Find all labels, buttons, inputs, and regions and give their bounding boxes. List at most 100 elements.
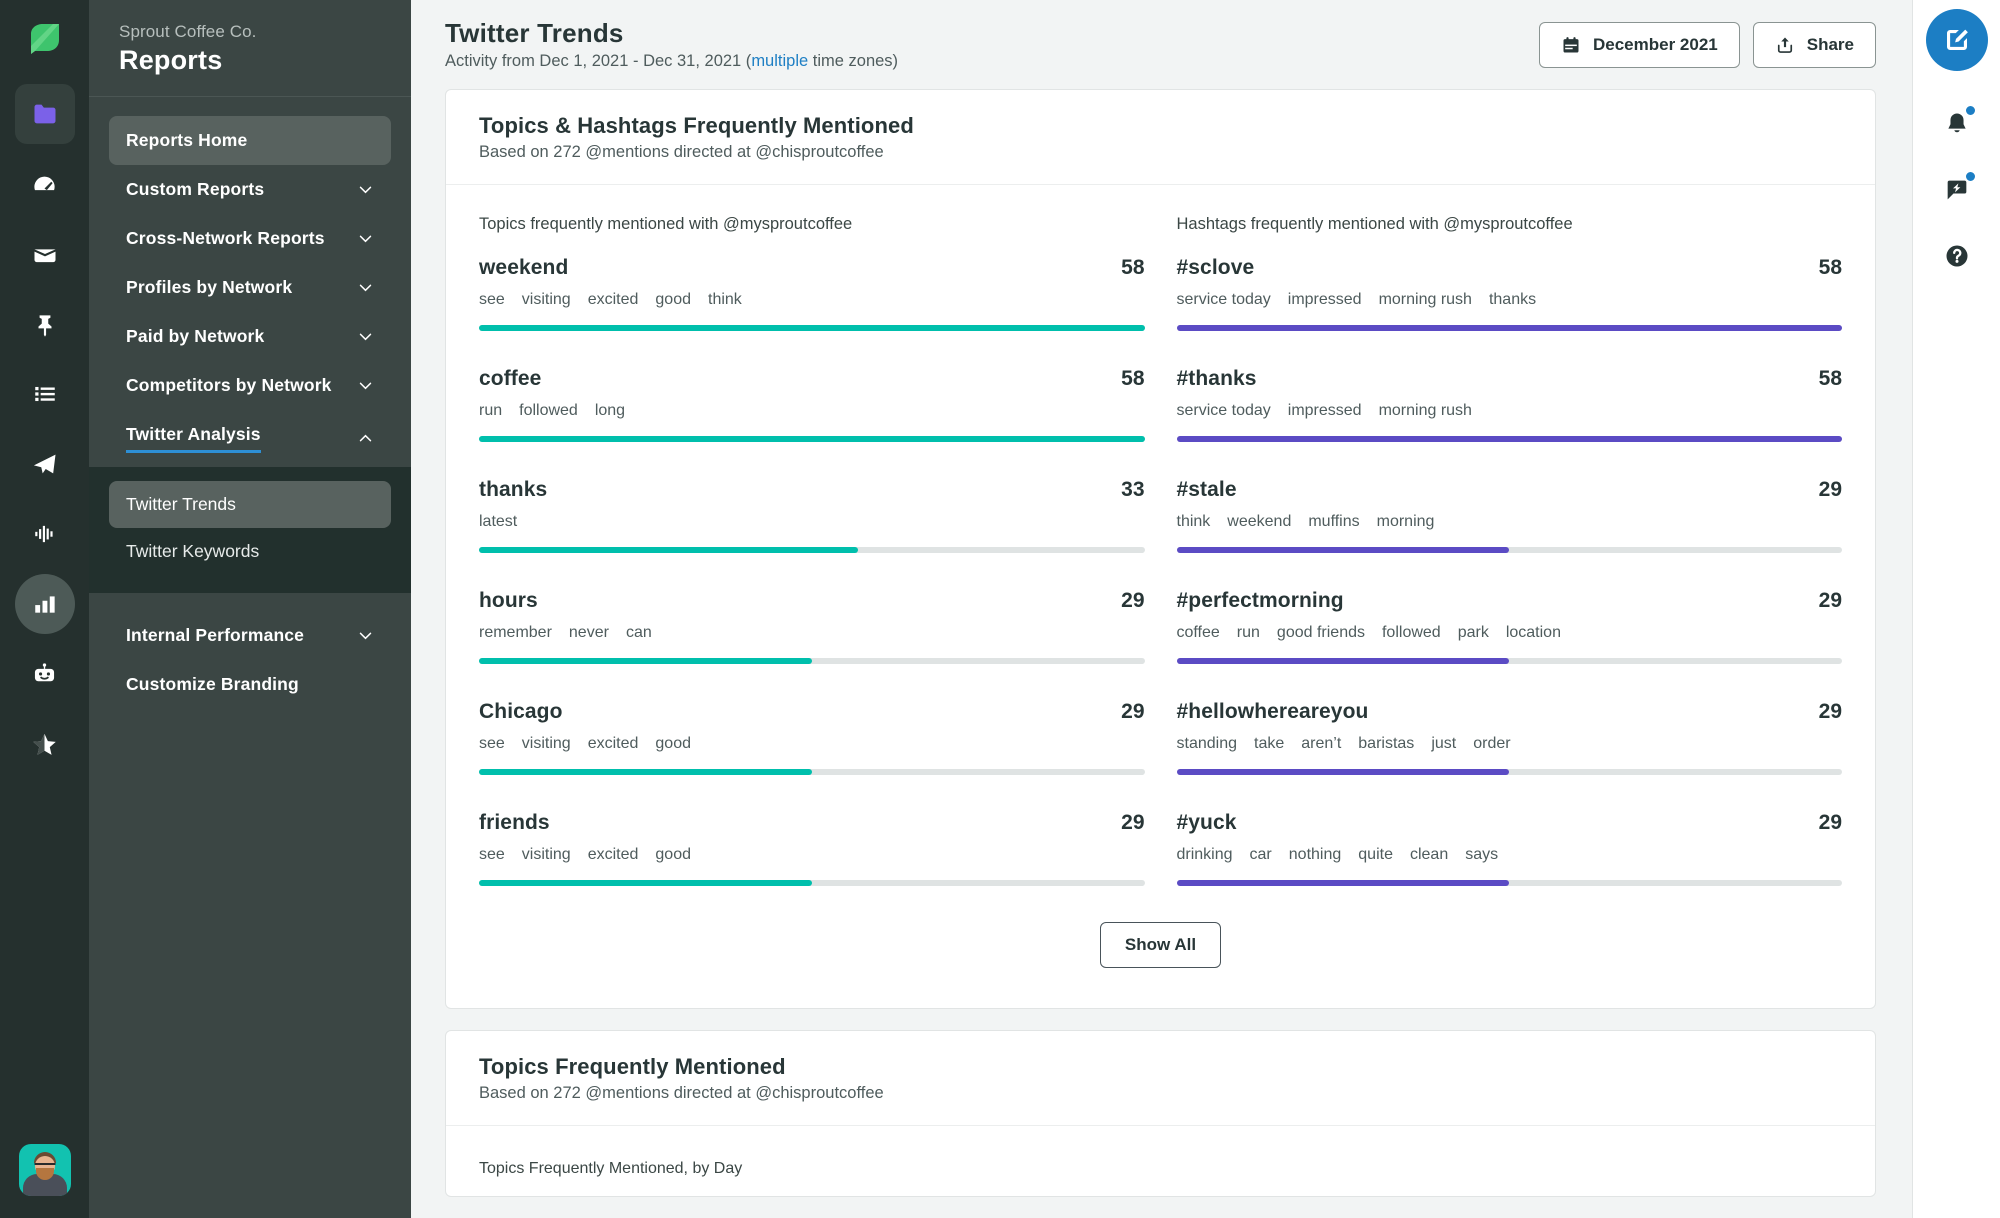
- feedback-button[interactable]: [1935, 168, 1979, 212]
- help-button[interactable]: [1935, 234, 1979, 278]
- trend-related-words: remember never can: [479, 624, 1145, 642]
- hashtag-row[interactable]: #yuck 29 drinking car nothing quite clean says: [1176, 811, 1843, 896]
- main-area: Twitter Trends Activity from Dec 1, 2021…: [411, 0, 1912, 1218]
- trend-count: 29: [1121, 811, 1145, 834]
- card-title: Topics Frequently Mentioned: [479, 1054, 786, 1079]
- send-paper-plane-icon: [33, 454, 55, 474]
- activity-range-pre: Activity from Dec 1, 2021 - Dec 31, 2021…: [445, 52, 752, 70]
- topic-row[interactable]: Chicago 29 see visiting excited good: [479, 700, 1145, 785]
- hashtag-row[interactable]: #hellowhereareyou 29 standing take aren’t bar…: [1176, 700, 1842, 785]
- trend-bar-fill: [1176, 325, 1842, 331]
- related-word: weekend: [1227, 513, 1292, 530]
- trend-bar-fill: [1176, 880, 1510, 886]
- sidebar-item-internal-performance[interactable]: Internal Performance: [109, 611, 391, 660]
- trend-related-words: coffee run good friends followed park locatio…: [1177, 624, 1843, 642]
- sidebar-item-custom-reports[interactable]: Custom Reports: [109, 165, 391, 214]
- topics-column-heading: Topics frequently mentioned with @myspro…: [479, 215, 853, 233]
- trend-bar-track: [479, 547, 1145, 553]
- trend-row-header: #yuck 29: [1177, 811, 1843, 835]
- sidebar-item-twitter-analysis[interactable]: Twitter Analysis: [109, 410, 391, 467]
- related-word: thanks: [1488, 291, 1537, 308]
- trend-count: 29: [1818, 700, 1842, 723]
- trend-term: thanks: [479, 478, 548, 501]
- calendar-icon: [1563, 36, 1579, 52]
- trend-row-header: coffee 58: [479, 367, 1145, 391]
- topic-row[interactable]: weekend 58 see visiting excited good think: [479, 256, 1145, 341]
- twitter-analysis-submenu: Twitter Trends Twitter Keywords: [89, 467, 411, 593]
- related-word: run: [479, 402, 503, 419]
- topic-row[interactable]: friends 29 see visiting excited good: [479, 811, 1145, 896]
- sidebar-item-twitter-keywords[interactable]: Twitter Keywords: [109, 528, 391, 575]
- chevron-down-icon: [359, 382, 372, 390]
- sidebar-item-twitter-trends[interactable]: Twitter Trends: [109, 481, 391, 528]
- user-avatar[interactable]: [18, 1144, 71, 1196]
- trend-row-header: #thanks 58: [1177, 367, 1843, 391]
- timezone-link[interactable]: multiple: [751, 52, 809, 70]
- sidebar-item-label: Paid by Network: [126, 326, 265, 346]
- topic-row[interactable]: hours 29 remember never can: [479, 589, 1145, 674]
- trend-bar-fill: [1176, 658, 1510, 664]
- notifications-button[interactable]: [1935, 102, 1979, 146]
- trend-row-header: thanks 33: [479, 478, 1145, 502]
- trend-bar-fill: [1176, 547, 1510, 553]
- related-word: standing: [1176, 735, 1238, 752]
- rail-item-bots[interactable]: [15, 644, 75, 704]
- rail-item-reviews[interactable]: [15, 714, 75, 774]
- topic-row[interactable]: thanks 33 latest: [479, 478, 1145, 563]
- date-range-button[interactable]: December 2021: [1538, 21, 1740, 68]
- related-word: remember: [479, 624, 552, 641]
- trend-bar-fill: [479, 547, 858, 553]
- related-word: morning: [1376, 513, 1435, 530]
- topics-card-header: Topics Frequently Mentioned Based on 272…: [446, 1031, 1875, 1126]
- hashtags-column-heading: Hashtags frequently mentioned with @mysp…: [1176, 215, 1573, 233]
- related-word: good: [655, 846, 691, 863]
- rail-item-inbox[interactable]: [15, 224, 75, 284]
- trend-bar-fill: [1176, 436, 1842, 442]
- sprout-leaf-logo[interactable]: [19, 14, 71, 66]
- trend-bar-fill: [479, 325, 1145, 331]
- rail-item-listening[interactable]: [15, 504, 75, 564]
- trend-columns: Topics frequently mentioned with @myspro…: [479, 215, 1842, 896]
- rail-item-dashboard[interactable]: [15, 154, 75, 214]
- org-name: Sprout Coffee Co.: [119, 22, 257, 41]
- sidebar-item-competitors-by-network[interactable]: Competitors by Network: [109, 361, 391, 410]
- related-word: never: [568, 624, 609, 641]
- feedback-bolt-icon: [1947, 180, 1966, 200]
- card-subtitle: Based on 272 @mentions directed at @chis…: [479, 1084, 884, 1102]
- sidebar-item-reports-home[interactable]: Reports Home: [109, 116, 391, 165]
- rail-item-pinned[interactable]: [15, 294, 75, 354]
- related-word: followed: [519, 402, 578, 419]
- card-subtitle: Based on 272 @mentions directed at @chis…: [479, 143, 884, 161]
- rail-item-reports-folder[interactable]: [14, 84, 75, 144]
- related-word: muffins: [1308, 513, 1360, 530]
- trend-bar-fill: [479, 436, 1145, 442]
- hashtag-row[interactable]: #thanks 58 service today impressed morning r…: [1176, 367, 1843, 452]
- sidebar-item-paid-by-network[interactable]: Paid by Network: [109, 312, 391, 361]
- show-all-button[interactable]: Show All: [1099, 922, 1222, 968]
- trend-term: Chicago: [479, 700, 563, 723]
- rail-item-reports[interactable]: [14, 574, 75, 634]
- compose-button[interactable]: [1925, 9, 1988, 71]
- report-content: Topics & Hashtags Frequently Mentioned B…: [411, 89, 1912, 1218]
- reports-sidebar: Sprout Coffee Co. Reports Reports Home C…: [89, 0, 411, 1218]
- sidebar-item-customize-branding[interactable]: Customize Branding: [109, 660, 391, 709]
- hashtag-row[interactable]: #stale 29 think weekend muffins morning: [1176, 478, 1842, 563]
- hashtag-row[interactable]: #perfectmorning 29 coffee run good friends fo…: [1176, 589, 1843, 674]
- related-word: baristas: [1358, 735, 1415, 752]
- waveform-listening-icon: [34, 525, 53, 543]
- share-button[interactable]: Share: [1752, 21, 1876, 68]
- trend-row-header: weekend 58: [479, 256, 1145, 280]
- rail-item-publishing[interactable]: [15, 434, 75, 494]
- topic-row[interactable]: coffee 58 run followed long: [479, 367, 1145, 452]
- trend-related-words: see visiting excited good think: [479, 291, 1145, 309]
- sidebar-item-profiles-by-network[interactable]: Profiles by Network: [109, 263, 391, 312]
- related-word: location: [1505, 624, 1561, 641]
- trend-count: 29: [1121, 589, 1145, 612]
- utility-rail: [1912, 0, 2000, 1218]
- related-word: nothing: [1288, 846, 1342, 863]
- sidebar-item-cross-network-reports[interactable]: Cross-Network Reports: [109, 214, 391, 263]
- hashtag-row[interactable]: #sclove 58 service today impressed morning r…: [1176, 256, 1842, 341]
- trend-bar-track: [479, 658, 1145, 664]
- rail-item-tasks[interactable]: [15, 364, 75, 424]
